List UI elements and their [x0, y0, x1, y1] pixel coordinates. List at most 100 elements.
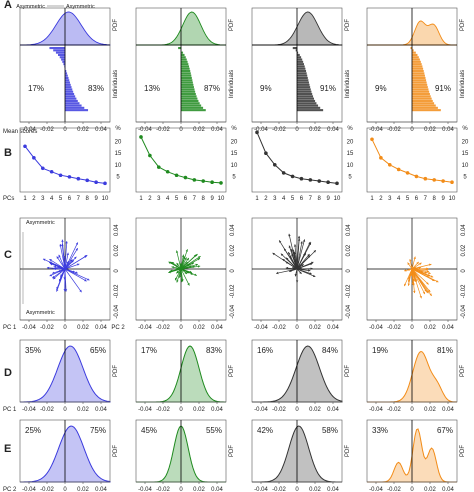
a-individual-bar: [412, 109, 441, 112]
c-arrow-head: [182, 256, 185, 259]
b-panel-frame-1: [19, 127, 111, 193]
c-arrow-head: [70, 259, 73, 262]
c-arrow-head: [50, 263, 53, 266]
c-arrow-head: [293, 244, 297, 247]
c-loading-vector: [278, 240, 298, 270]
c-loading-vector: [276, 268, 298, 274]
b-scree-point: [183, 175, 188, 180]
c-arrow-head: [302, 239, 306, 242]
b-x-tick-label: 8: [433, 196, 437, 202]
c-arrow-head: [419, 295, 422, 299]
a-individual-bar: [53, 49, 66, 52]
c-arrow-head: [308, 241, 311, 245]
c-y-tick-label: -0.04: [114, 304, 120, 318]
a-asymmetric-left-label: Asymmetric: [16, 4, 45, 10]
a-individual-bar: [297, 67, 306, 70]
c-loading-vector: [64, 242, 79, 270]
b-x-tick-label: 1: [139, 196, 143, 202]
b-x-tick-label: 4: [50, 196, 54, 202]
c-arrow-head: [84, 279, 87, 282]
a-pdf-label: PDF: [229, 19, 235, 31]
c-arrow-head: [407, 262, 410, 265]
a-individual-bar: [181, 76, 192, 79]
b-y-tick-label: 20: [347, 140, 354, 146]
c-y-tick-label: 0.02: [461, 244, 467, 256]
c-arrow-head: [429, 293, 432, 296]
b-x-tick-label: 5: [59, 196, 63, 202]
a-individuals-label: Individuals: [460, 70, 466, 98]
b-x-tick-label: 4: [282, 196, 286, 202]
a-individual-bar: [297, 102, 317, 105]
c-x-tick-label: -0.02: [40, 325, 54, 331]
b-scree-point: [396, 167, 401, 172]
a-individual-bar: [181, 58, 187, 61]
c-loading-vector: [296, 239, 305, 270]
b-scree-line-1: [24, 145, 106, 184]
c-y-tick-label: 0.04: [346, 224, 352, 236]
a-individual-bar: [181, 74, 192, 77]
b-y-tick-label: 5: [232, 174, 236, 180]
a-x-tick-label: 0.04: [211, 127, 223, 133]
e-x-tick-label: 0.02: [193, 487, 205, 492]
c-loading-vector: [180, 263, 198, 270]
c-arrow-head: [66, 252, 69, 256]
c-arrow-head: [190, 272, 194, 275]
c-arrow-head: [424, 289, 427, 292]
c-x-tick-label: -0.04: [254, 325, 268, 331]
b-y-tick-label: 15: [231, 151, 238, 157]
c-arrow-head: [198, 256, 201, 259]
a-individual-bar: [297, 53, 300, 56]
b-scree-point: [76, 176, 81, 181]
a-individual-bar: [412, 56, 419, 59]
c-x-tick-label: -0.04: [22, 325, 36, 331]
d-x-tick-label: 0.02: [424, 407, 436, 413]
c-arrow-head: [191, 262, 195, 265]
a-individual-bar: [412, 88, 429, 91]
b-x-tick-label: 1: [370, 196, 374, 202]
a-x-tick-label: -0.04: [369, 127, 383, 133]
a-individual-bar: [297, 99, 316, 102]
c-arrow-head: [53, 265, 57, 269]
c-loading-vector: [280, 253, 298, 270]
a-individual-bar: [181, 88, 195, 91]
d-pdf-label: PDF: [460, 365, 466, 377]
b-percent-label: %: [462, 126, 468, 132]
c-arrow-head: [195, 263, 198, 267]
a-individual-bar: [297, 104, 319, 107]
c-y-tick-label: 0.04: [461, 224, 467, 236]
c-arrow-head: [301, 264, 304, 267]
b-pcs-label: PCs: [3, 196, 14, 202]
a-individual-bar: [297, 65, 305, 68]
c-arrow-head: [430, 275, 434, 278]
a-individual-bar: [297, 109, 324, 112]
a-individual-bar: [412, 65, 423, 68]
a-x-tick-label: -0.02: [387, 127, 401, 133]
c-arrow-head: [59, 244, 62, 247]
b-x-tick-label: 8: [86, 196, 90, 202]
c-loading-vector: [296, 268, 316, 278]
a-individual-bar: [181, 79, 193, 82]
c-y-tick-label: -0.04: [346, 304, 352, 318]
a-individual-bar: [412, 83, 428, 86]
b-x-tick-label: 10: [334, 196, 341, 202]
a-individual-bar: [62, 60, 66, 63]
d-right-percent-2: 83%: [206, 346, 222, 355]
b-scree-point: [326, 180, 330, 184]
c-arrow-head: [413, 256, 416, 259]
b-scree-point: [264, 151, 268, 155]
d-x-tick-label: 0.02: [77, 407, 89, 413]
c-arrow-head: [75, 242, 78, 245]
a-x-tick-label: -0.02: [40, 127, 54, 133]
b-x-tick-label: 4: [166, 196, 170, 202]
b-scree-point: [281, 171, 286, 175]
c-arrow-head: [409, 259, 412, 262]
c-arrow-head: [46, 266, 50, 270]
a-individual-bar: [181, 90, 196, 93]
b-y-tick-label: 10: [231, 163, 238, 169]
a-right-percent-2: 87%: [204, 84, 220, 93]
a-individual-bar: [412, 58, 420, 61]
b-scree-point: [255, 130, 259, 135]
c-arrow-head: [428, 271, 431, 275]
c-arrow-head: [404, 283, 407, 287]
b-scree-point: [49, 169, 54, 174]
